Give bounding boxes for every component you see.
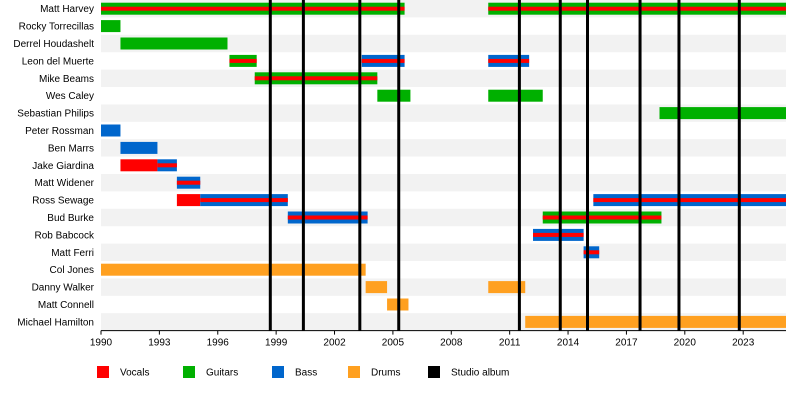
role-stripe-vocals xyxy=(361,58,405,63)
album-lines xyxy=(268,0,741,331)
legend-swatch-vocals xyxy=(97,366,109,378)
role-bar-drums xyxy=(365,281,388,294)
x-tick-label: 2017 xyxy=(615,338,638,349)
member-name: Col Jones xyxy=(50,265,94,276)
legend-label-album: Studio album xyxy=(451,368,509,379)
legend-label-guitars: Guitars xyxy=(206,368,238,379)
member-name: Peter Rossman xyxy=(25,126,94,137)
x-tick-label: 2002 xyxy=(323,338,346,349)
member-name: Wes Caley xyxy=(46,91,94,102)
member-name: Leon del Muerte xyxy=(22,56,95,67)
role-bar-drums xyxy=(101,263,366,276)
member-name: Bud Burke xyxy=(47,213,94,224)
x-tick-label: 2023 xyxy=(732,338,755,349)
member-name: Matt Widener xyxy=(35,178,95,189)
role-bar-guitars xyxy=(120,37,228,50)
role-bar-vocals xyxy=(120,159,158,172)
x-tick-label: 1993 xyxy=(148,338,171,349)
role-bar-guitars xyxy=(377,89,411,102)
role-stripe-vocals xyxy=(542,215,662,220)
role-bar-guitars xyxy=(659,107,786,120)
member-name: Matt Connell xyxy=(38,300,94,311)
role-stripe-vocals xyxy=(101,6,405,11)
member-name: Jake Giardina xyxy=(32,161,94,172)
member-name: Matt Harvey xyxy=(40,4,94,15)
legend-swatch-album xyxy=(428,366,440,378)
role-stripe-vocals xyxy=(200,198,288,203)
role-bar-drums xyxy=(488,281,526,294)
legend: Vocals Guitars Bass Drums Studio album xyxy=(97,366,509,379)
role-stripe-vocals xyxy=(229,58,257,63)
role-bar-vocals xyxy=(176,194,201,207)
legend-label-bass: Bass xyxy=(295,368,317,379)
x-tick-label: 1999 xyxy=(265,338,288,349)
x-tick-label: 1990 xyxy=(90,338,113,349)
member-name: Sebastian Philips xyxy=(17,109,94,120)
member-name: Michael Hamilton xyxy=(17,317,94,328)
role-bar-guitars xyxy=(488,89,543,102)
role-stripe-vocals xyxy=(593,198,786,203)
role-stripe-vocals xyxy=(254,76,378,81)
row-band xyxy=(101,208,786,227)
member-name: Danny Walker xyxy=(32,283,95,294)
member-name: Rocky Torrecillas xyxy=(19,22,94,33)
role-bar-bass xyxy=(101,124,121,137)
legend-swatch-drums xyxy=(348,366,360,378)
role-stripe-vocals xyxy=(583,250,600,255)
legend-swatch-bass xyxy=(272,366,284,378)
member-name: Ross Sewage xyxy=(32,196,94,207)
row-band xyxy=(101,69,786,87)
role-stripe-vocals xyxy=(488,58,530,63)
x-tick-label: 1996 xyxy=(207,338,230,349)
role-stripe-vocals xyxy=(287,215,368,220)
role-stripe-vocals xyxy=(176,180,201,185)
member-labels: Matt Harvey Rocky Torrecillas Derrel Houda… xyxy=(13,4,95,328)
row-band xyxy=(101,243,786,261)
row-band xyxy=(101,174,786,192)
legend-label-vocals: Vocals xyxy=(120,368,149,379)
member-name: Rob Babcock xyxy=(35,230,95,241)
x-tick-label: 2008 xyxy=(440,338,463,349)
x-tick-label: 2014 xyxy=(557,338,580,349)
role-bar-guitars xyxy=(101,20,121,33)
x-tick-label: 2011 xyxy=(499,338,521,349)
row-band xyxy=(101,104,786,122)
row-band xyxy=(101,139,786,157)
role-stripe-vocals xyxy=(488,6,786,11)
row-band xyxy=(101,34,786,53)
role-stripe-vocals xyxy=(157,163,177,168)
member-name: Mike Beams xyxy=(39,74,94,85)
role-stripe-vocals xyxy=(533,232,584,237)
x-tick-label: 2020 xyxy=(674,338,697,349)
x-axis: 1990 1993 1996 1999 2002 2005 2008 2011 2014 2017… xyxy=(90,330,786,349)
row-backgrounds xyxy=(101,0,786,331)
row-band xyxy=(101,278,786,296)
x-tick-label: 2005 xyxy=(382,338,405,349)
member-name: Matt Ferri xyxy=(51,248,94,259)
role-bar-drums xyxy=(525,315,786,328)
member-name: Ben Marrs xyxy=(48,143,94,154)
role-bar-bass xyxy=(120,141,158,154)
legend-swatch-guitars xyxy=(183,366,195,378)
member-name: Derrel Houdashelt xyxy=(13,39,94,50)
legend-label-drums: Drums xyxy=(371,368,400,379)
